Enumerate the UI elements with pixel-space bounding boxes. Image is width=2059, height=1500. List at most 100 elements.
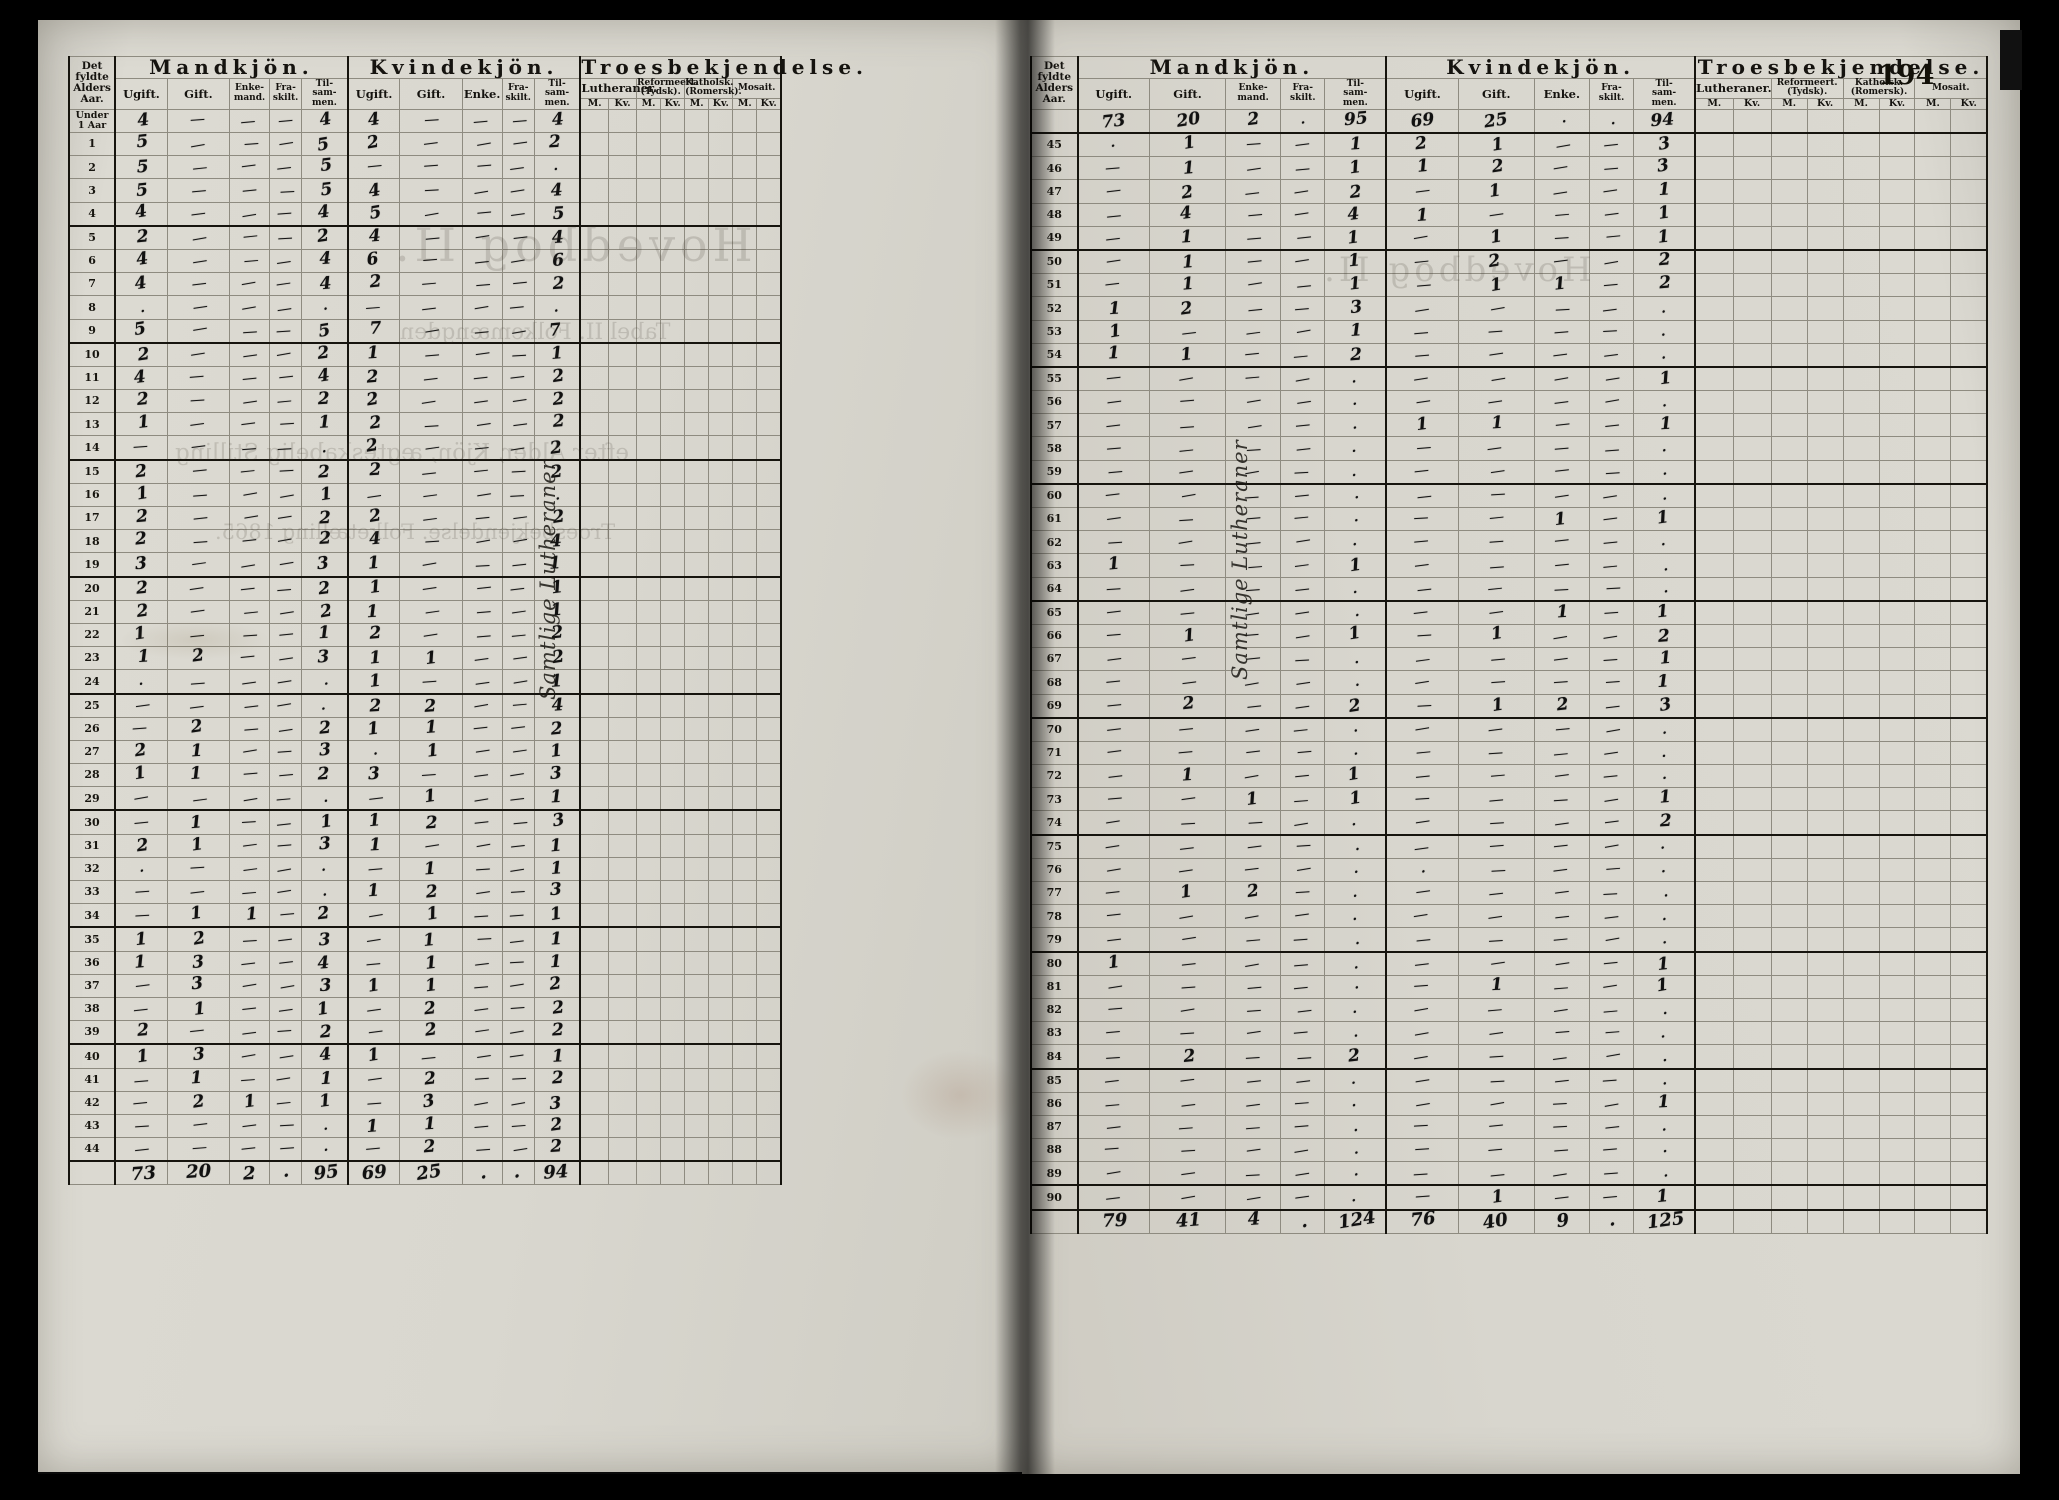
cell-value: — [472,462,489,479]
religion-cell [733,834,757,857]
cell-value: — [1244,369,1260,386]
cell-value: — [190,675,206,692]
female-cell: — [1458,577,1534,601]
male-cell: — [229,577,269,601]
male-cell: — [1078,250,1150,274]
female-cell: 2 [400,997,462,1020]
male-col-enkemand: Enke- mand. [229,79,269,110]
cell-value: — [1180,1164,1197,1182]
female-cell: — [1458,1022,1534,1045]
cell-value: — [475,1142,491,1159]
religion-cell [709,577,733,601]
female-cell: 2 [534,974,580,997]
religion-cell [1879,531,1915,554]
cell-value: — [474,510,491,527]
religion-cell [1807,1185,1843,1209]
cell-value: — [476,930,492,947]
religion-cell [1843,624,1879,647]
female-cell: — [1534,718,1589,742]
cell-value: 4 [318,111,333,131]
male-cell: — [1281,203,1325,226]
cell-value: 125 [1646,1210,1686,1233]
cell-value: 2 [315,227,329,246]
cell-value: 4 [133,369,147,388]
religion-cell [685,1021,709,1045]
female-cell: — [1386,671,1458,694]
religion-total-cell [685,1161,709,1185]
male-cell: — [229,319,269,343]
male-cell: — [115,904,167,928]
religion-cell [580,740,608,763]
cell-value: — [1105,416,1122,433]
religion-cell [580,577,608,601]
cell-value: — [1602,1003,1618,1020]
religion-cell [709,1068,733,1091]
female-cell: 1 [534,834,580,857]
religion-cell [1843,975,1879,998]
cell-value: — [472,298,489,316]
female-cell: — [1589,320,1633,343]
cell-value: — [192,160,209,177]
male-cell: 3 [302,553,348,577]
cell-value: — [1604,416,1621,433]
religion-cell [709,1114,733,1137]
female-cell: 2 [534,507,580,530]
cell-value: — [509,837,526,854]
cell-value: 2 [318,531,331,549]
male-cell: 2 [302,764,348,787]
religion-cell [637,507,661,530]
male-cell: — [1281,367,1325,391]
female-total-cell: . [502,1161,534,1185]
male-cell: 4 [302,109,348,132]
male-cell: 1 [115,483,167,506]
religion-cell [685,834,709,857]
male-cell: — [1149,975,1225,998]
religion-cell [637,810,661,834]
male-cell: 3 [115,553,167,577]
female-cell: — [1534,203,1589,226]
female-cell: — [1534,765,1589,788]
male-cell: — [167,530,229,553]
cell-value: . [1351,815,1356,829]
male-cell: — [270,694,302,718]
religion-cell [637,390,661,413]
cell-value: — [240,1071,256,1088]
female-cell: — [462,577,502,601]
religion-total-cell [1733,1210,1771,1234]
age-label: 48 [1031,203,1078,226]
cell-value: — [1604,1024,1620,1041]
cell-value: — [1602,1188,1618,1205]
religion-cell [637,764,661,787]
religion-cell [637,483,661,506]
religion-cell [1951,203,1987,226]
male-cell: — [1281,671,1325,694]
cell-value: — [1244,1096,1261,1113]
religion-cell [685,156,709,179]
cell-value: — [1488,791,1504,808]
religion-cell [757,647,781,670]
male-cell: . [302,670,348,694]
cell-value: — [511,347,527,364]
male-cell: — [167,881,229,904]
male-cell: — [1281,1092,1325,1115]
female-cell: . [1634,460,1695,484]
religion-cell [1807,203,1843,226]
male-cell: — [1226,320,1281,343]
female-cell: — [1386,718,1458,742]
religion-cell [733,202,757,226]
female-cell: — [400,577,462,601]
cell-value: . [1353,978,1359,992]
cell-value: — [1553,252,1570,269]
religion-cell [757,623,781,646]
cell-value: 2 [550,463,564,482]
female-cell: . [1634,554,1695,577]
male-cell: — [270,460,302,484]
religion-cell [580,764,608,787]
male-cell: — [270,927,302,951]
religion-cell [1695,531,1733,554]
male-cell: — [1149,1139,1225,1162]
female-cell: — [1386,531,1458,554]
cell-value: — [1180,789,1197,807]
carry-over-row: 73 20 2. 95 69 25.. 94 [1031,109,1987,133]
cell-value: 1 [1349,790,1363,809]
